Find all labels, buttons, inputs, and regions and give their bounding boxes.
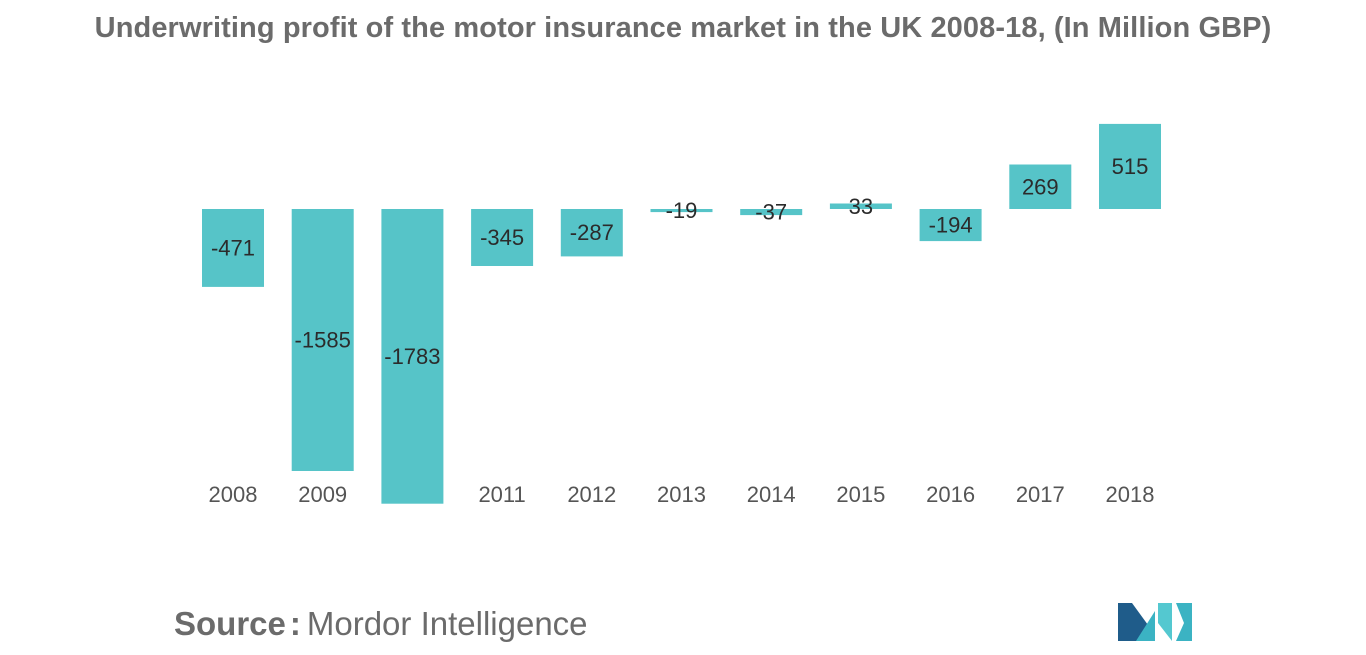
x-axis-tick-labels: 2008 2009 2011 2012 2013 2014 2015 2016 2017 2018 <box>209 482 1155 507</box>
x-tick-2015: 2015 <box>836 482 885 507</box>
bar-2011 <box>471 209 534 266</box>
data-label-2015: 33 <box>849 194 873 219</box>
data-label-2016: -194 <box>929 213 973 238</box>
source-separator: : <box>289 605 301 642</box>
source-value: Mordor Intelligence <box>306 605 588 642</box>
bar-2015 <box>829 203 892 209</box>
data-label-2008: -471 <box>211 235 255 260</box>
x-tick-2009: 2009 <box>298 482 347 507</box>
bar-2016 <box>919 209 982 242</box>
bars-layer <box>202 123 1161 504</box>
x-tick-2018: 2018 <box>1106 482 1155 507</box>
data-label-2013: -19 <box>666 198 698 223</box>
data-label-2018: 515 <box>1112 154 1149 179</box>
data-label-2010: -1783 <box>384 344 440 369</box>
data-labels-layer: -471 -1585 -1783 -345 -287 -19 -37 33 -194 269 515 <box>211 154 1148 369</box>
data-label-2009: -1585 <box>295 328 351 353</box>
data-label-2017: 269 <box>1022 174 1059 199</box>
bar-2008 <box>202 209 264 287</box>
x-tick-2016: 2016 <box>926 482 975 507</box>
x-tick-2012: 2012 <box>567 482 616 507</box>
data-label-2011: -345 <box>480 225 524 250</box>
source-line: Source: Mordor Intelligence <box>174 605 588 643</box>
mordor-intelligence-logo-icon <box>1118 603 1192 641</box>
bar-2012 <box>560 209 623 257</box>
bar-2018 <box>1099 123 1161 209</box>
bar-2010 <box>381 209 444 504</box>
bar-2014 <box>740 209 803 216</box>
data-label-2014: -37 <box>755 200 787 225</box>
source-label: Source <box>174 605 286 642</box>
chart-title: Underwriting profit of the motor insuran… <box>94 12 1272 44</box>
x-tick-2014: 2014 <box>747 482 796 507</box>
data-label-2012: -287 <box>570 220 614 245</box>
x-tick-2017: 2017 <box>1016 482 1065 507</box>
bar-2013 <box>650 209 713 213</box>
x-tick-2013: 2013 <box>657 482 706 507</box>
bar-2017 <box>1009 164 1072 209</box>
x-tick-2011: 2011 <box>478 482 525 507</box>
x-tick-2008: 2008 <box>209 482 258 507</box>
bar-2009 <box>291 209 354 471</box>
